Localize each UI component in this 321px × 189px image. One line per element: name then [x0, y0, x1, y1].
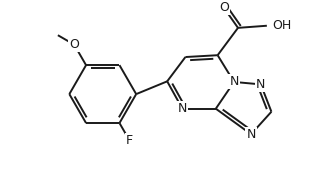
Text: N: N — [256, 78, 265, 91]
Text: O: O — [70, 38, 79, 51]
Text: F: F — [126, 134, 133, 147]
Text: O: O — [219, 1, 229, 14]
Text: N: N — [246, 128, 256, 141]
Text: N: N — [178, 102, 187, 115]
Text: F: F — [126, 134, 133, 147]
Text: O: O — [69, 38, 79, 51]
Text: OH: OH — [272, 19, 291, 32]
Text: N: N — [229, 75, 239, 88]
